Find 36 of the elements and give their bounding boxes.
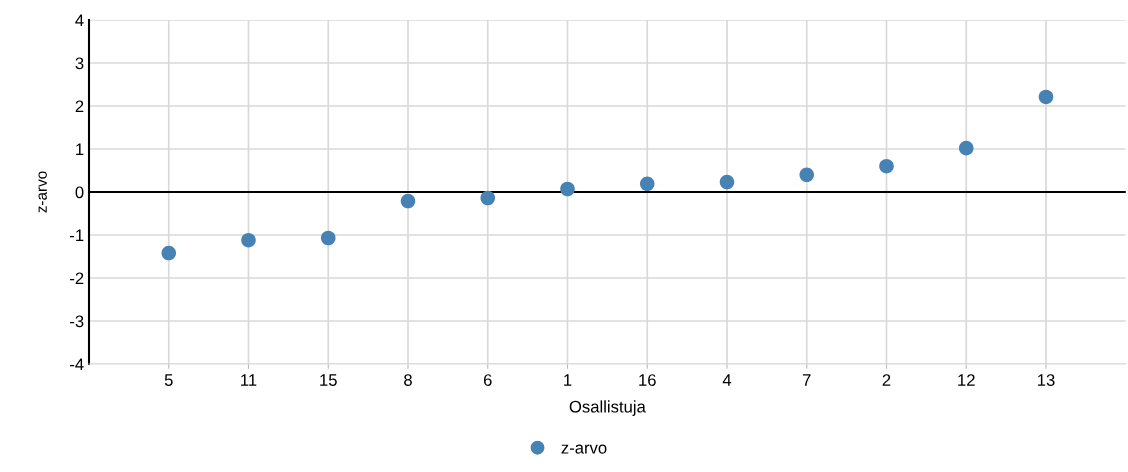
point bbox=[480, 190, 496, 206]
x-tick-label: 1 bbox=[564, 374, 572, 386]
x-tick-label: 11 bbox=[241, 374, 257, 386]
y-tick-label: 0 bbox=[75, 186, 84, 199]
x-tick-label: 16 bbox=[639, 374, 656, 386]
x-tick-label: 5 bbox=[164, 374, 173, 386]
point bbox=[879, 158, 894, 174]
x-tick-label: 6 bbox=[483, 374, 492, 386]
x-tick-label: 7 bbox=[802, 374, 811, 386]
y-tick-label: 3 bbox=[75, 57, 84, 70]
x-tick-label: 4 bbox=[722, 374, 732, 386]
point bbox=[320, 230, 336, 246]
point bbox=[799, 167, 815, 183]
y-tick-label: -2 bbox=[70, 272, 84, 285]
y-tick-label: -1 bbox=[70, 229, 84, 242]
point bbox=[1038, 89, 1054, 105]
point bbox=[560, 181, 575, 197]
y-tick-label: 2 bbox=[75, 100, 84, 113]
x-tick-label: 15 bbox=[320, 374, 337, 386]
x-tick-label: 2 bbox=[882, 374, 891, 386]
point bbox=[241, 232, 256, 248]
x-tick-label: 13 bbox=[1038, 374, 1055, 386]
point bbox=[400, 193, 416, 209]
point bbox=[161, 245, 177, 261]
x-axis-title: Osallistuja bbox=[569, 400, 646, 416]
y-tick-label: -4 bbox=[70, 358, 84, 371]
y-axis-title: z-arvo bbox=[38, 171, 47, 213]
y-tick-label: -3 bbox=[70, 315, 84, 328]
point bbox=[719, 174, 735, 190]
x-tick-label: 12 bbox=[958, 374, 975, 386]
y-tick-label: 4 bbox=[75, 14, 84, 27]
point bbox=[639, 176, 655, 192]
point bbox=[958, 140, 974, 156]
legend-label: z-arvo bbox=[561, 444, 607, 454]
y-tick-label: 1 bbox=[76, 143, 84, 156]
x-tick-label: 8 bbox=[404, 374, 412, 386]
